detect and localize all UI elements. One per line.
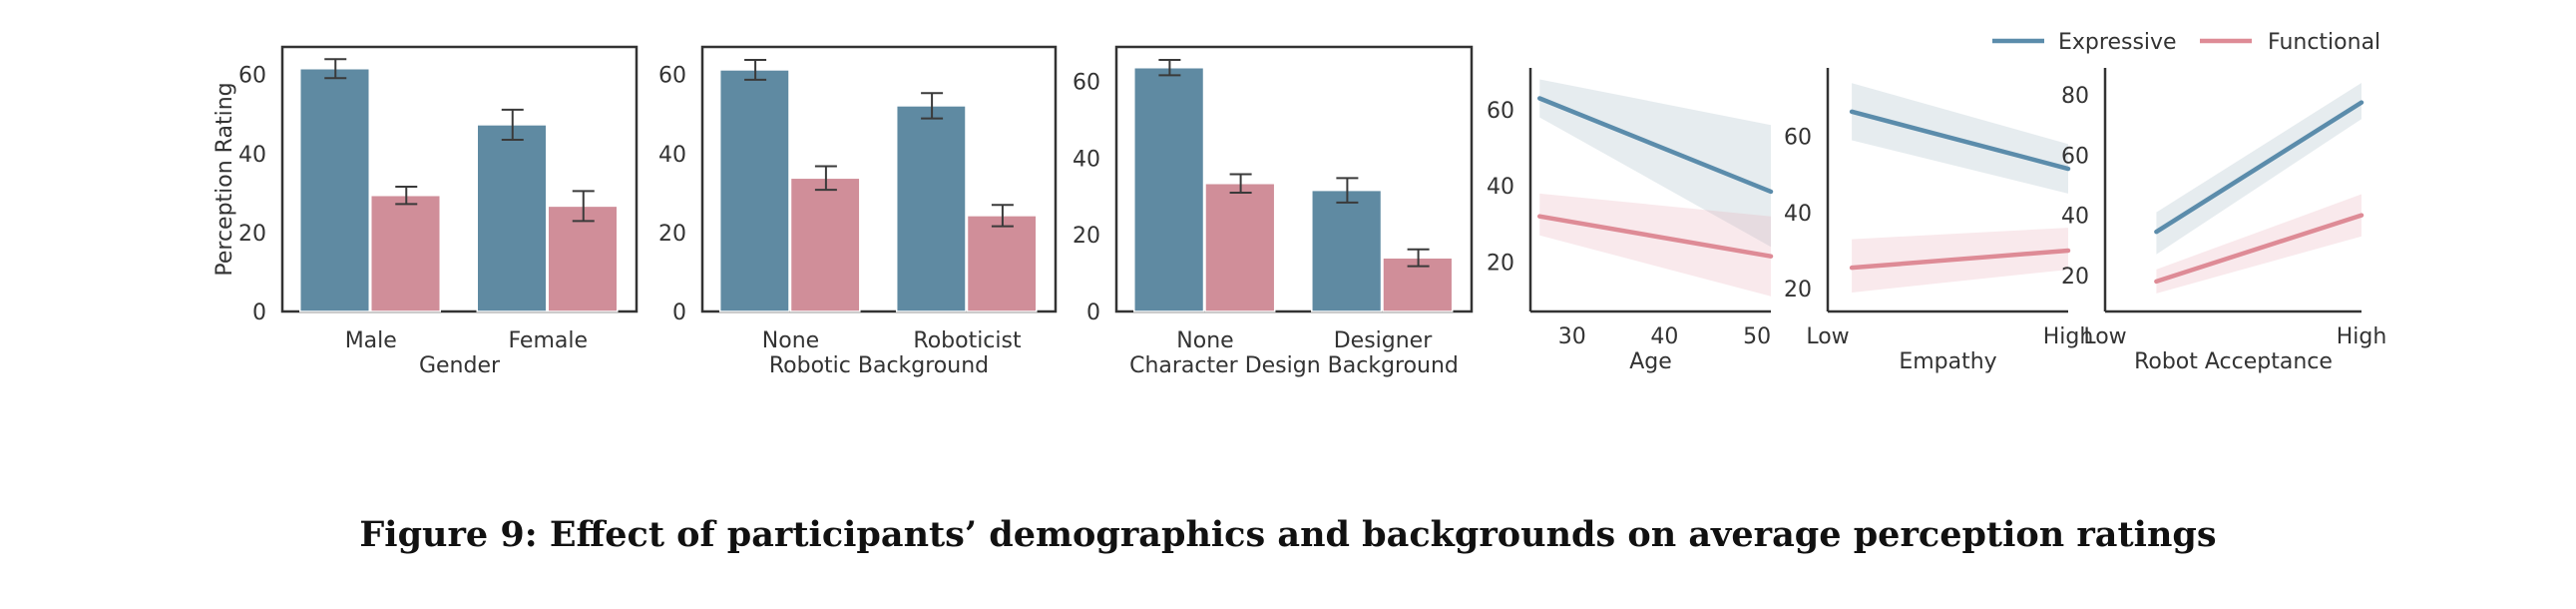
y-tick-label: 20 <box>1487 251 1514 276</box>
confidence-band-functional <box>2156 194 2361 294</box>
x-tick-label: None <box>762 328 819 353</box>
x-tick-label: 30 <box>1558 324 1586 349</box>
y-tick-label: 60 <box>658 64 686 89</box>
x-axis-title: Robotic Background <box>769 353 989 378</box>
bar-functional-female <box>547 205 619 312</box>
legend: Expressive Functional <box>1992 30 2380 55</box>
y-tick-label: 60 <box>2061 144 2089 169</box>
y-tick-label: 0 <box>252 301 266 325</box>
chart-panel-4: 20 40 60 30 40 50 Age <box>1487 68 1774 374</box>
regression-line-functional <box>1537 214 1774 259</box>
x-axis-title: Character Design Background <box>1129 353 1459 378</box>
bar-functional-roboticist <box>966 215 1038 312</box>
regression-line-expressive <box>2154 100 2364 235</box>
y-tick-label: 60 <box>238 64 266 89</box>
x-tick-label: Low <box>2083 324 2126 349</box>
y-tick-label: 20 <box>658 222 686 247</box>
x-axis-title: Robot Acceptance <box>2134 349 2333 374</box>
y-tick-label: 40 <box>1073 147 1100 172</box>
y-tick-label: 40 <box>1784 202 1812 227</box>
y-tick-label: 20 <box>1073 224 1100 249</box>
y-tick-label: 40 <box>1487 175 1514 200</box>
y-tick-label: 80 <box>2061 84 2089 109</box>
x-tick-label: High <box>2043 324 2094 349</box>
regression-line-expressive <box>1849 109 2071 172</box>
y-axis-title: Perception Rating <box>213 82 237 276</box>
axes-frame <box>280 45 639 313</box>
chart-panel-5: 20 40 60 Low High Empathy <box>1784 68 2093 374</box>
y-tick-label: 0 <box>672 301 686 325</box>
x-tick-label: Male <box>345 328 397 353</box>
confidence-band-functional <box>1539 193 1771 297</box>
axes-frame <box>1114 45 1474 313</box>
bar-functional-male <box>370 194 441 312</box>
y-tick-label: 20 <box>1784 278 1812 303</box>
y-tick-label: 40 <box>238 143 266 168</box>
regression-line-functional <box>2154 213 2364 285</box>
legend-label-functional: Functional <box>2268 30 2380 55</box>
y-tick-label: 40 <box>2061 205 2089 230</box>
y-tick-label: 60 <box>1073 71 1100 96</box>
y-tick-label: 0 <box>1086 301 1100 325</box>
bar-expressive-female <box>476 124 548 312</box>
x-tick-label: 40 <box>1650 324 1678 349</box>
x-axis-title: Gender <box>419 353 501 378</box>
y-tick-label: 60 <box>1487 99 1514 124</box>
y-tick-label: 20 <box>238 222 266 247</box>
bar-expressive-none <box>1133 66 1205 312</box>
x-tick-label: Designer <box>1334 328 1433 353</box>
x-tick-label: Low <box>1806 324 1849 349</box>
axes-frame <box>700 45 1058 313</box>
x-axis-title: Empathy <box>1899 349 1996 374</box>
y-tick-label: 20 <box>2061 265 2089 290</box>
x-axis-title: Age <box>1629 349 1672 374</box>
legend-label-expressive: Expressive <box>2058 30 2177 55</box>
bar-expressive-designer <box>1311 189 1383 312</box>
bar-functional-none <box>789 177 861 312</box>
x-tick-label: None <box>1176 328 1233 353</box>
bar-expressive-roboticist <box>895 105 967 312</box>
regression-line-expressive <box>1537 96 1774 195</box>
bar-functional-none <box>1204 182 1276 312</box>
figure-caption: Figure 9: Effect of participants’ demogr… <box>359 514 2217 555</box>
x-tick-label: 50 <box>1743 324 1771 349</box>
x-tick-label: Female <box>508 328 588 353</box>
x-tick-label: High <box>2337 324 2387 349</box>
regression-line-functional <box>1849 248 2071 271</box>
bar-expressive-male <box>299 68 370 312</box>
bar-expressive-none <box>718 69 790 312</box>
x-tick-label: Roboticist <box>913 328 1022 353</box>
y-tick-label: 40 <box>658 143 686 168</box>
y-tick-label: 60 <box>1784 126 1812 151</box>
